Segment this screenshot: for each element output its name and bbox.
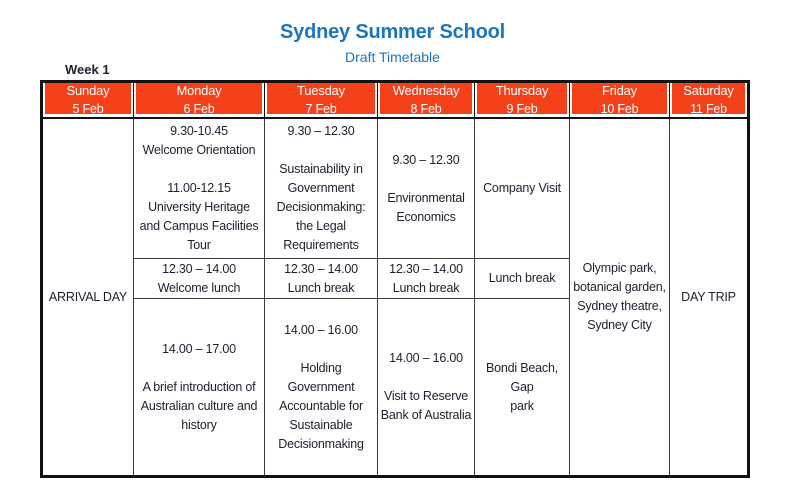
cell-thursday-morning: Company Visit [474,119,569,258]
day-date: 11 Feb [690,102,727,116]
day-name: Friday [602,83,637,98]
day-name: Saturday [683,83,734,98]
cell-monday-morning: 9.30-10.45 Welcome Orientation 11.00-12.… [133,119,264,258]
day-date: 5 Feb [72,102,104,116]
header-friday: Friday 10 Feb [569,83,669,119]
day-name: Wednesday [392,83,460,98]
day-name: Monday [176,83,222,98]
week-label: Week 1 [65,62,110,77]
page-title: Sydney Summer School [280,21,505,43]
cell-wednesday-morning: 9.30 – 12.30 Environmental Economics [377,119,474,258]
header-monday: Monday 6 Feb [133,83,264,119]
day-date: 10 Feb [600,102,639,116]
cell-monday-lunch: 12.30 – 14.00 Welcome lunch [133,258,264,298]
day-name: Sunday [66,83,110,98]
header-thursday: Thursday 9 Feb [474,83,569,119]
header-wednesday: Wednesday 8 Feb [377,83,474,119]
header-tuesday: Tuesday 7 Feb [264,83,377,119]
timetable-grid: Sunday 5 Feb Monday 6 Feb Tuesday 7 Feb … [40,80,750,478]
cell-monday-afternoon: 14.00 – 17.00 A brief introduction of Au… [133,298,264,475]
day-name: Tuesday [297,83,345,98]
cell-wednesday-afternoon: 14.00 – 16.00 Visit to Reserve Bank of A… [377,298,474,475]
header-sunday: Sunday 5 Feb [43,83,133,119]
cell-tuesday-afternoon: 14.00 – 16.00 Holding Government Account… [264,298,377,475]
day-date: 6 Feb [183,102,215,116]
page-subtitle: Draft Timetable [345,49,440,65]
cell-sunday-arrival-day: ARRIVAL DAY [48,289,128,304]
header-saturday: Saturday 11 Feb [669,83,747,119]
day-date: 7 Feb [305,102,337,116]
cell-thursday-lunch: Lunch break [474,258,569,298]
cell-saturday-day-trip: DAY TRIP [669,119,747,475]
cell-tuesday-morning: 9.30 – 12.30 Sustainability in Governmen… [264,119,377,258]
cell-wednesday-lunch: 12.30 – 14.00 Lunch break [377,258,474,298]
cell-friday-excursions: Olympic park, botanical garden, Sydney t… [569,119,669,475]
cell-tuesday-lunch: 12.30 – 14.00 Lunch break [264,258,377,298]
cell-thursday-afternoon: Bondi Beach, Gap park [474,298,569,475]
day-name: Thursday [495,83,549,98]
day-date: 9 Feb [506,102,538,116]
day-date: 8 Feb [410,102,442,116]
